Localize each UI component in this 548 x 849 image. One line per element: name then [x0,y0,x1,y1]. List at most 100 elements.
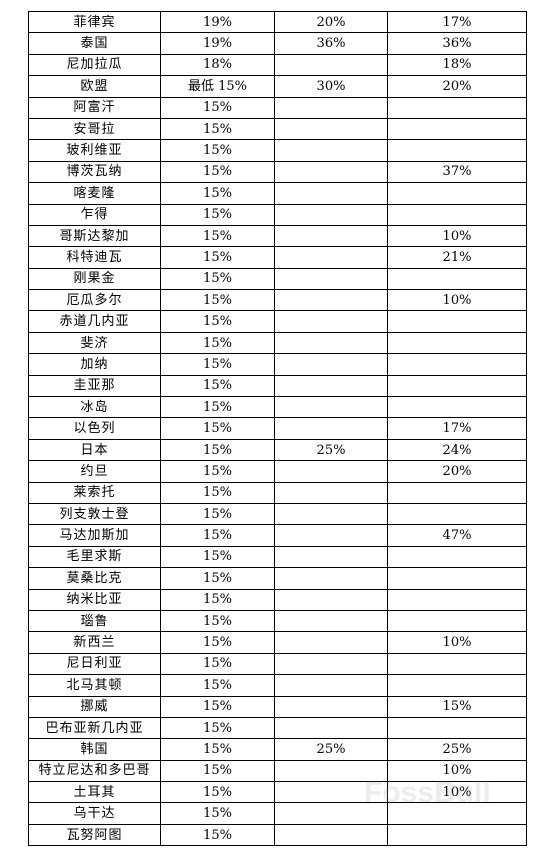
table-row: 刚果金 15% [28,267,527,291]
rate-c-cell [387,139,527,162]
country-cell: 土耳其 [28,781,161,804]
rate-c-cell: 17% [387,10,527,34]
rate-b-cell [274,674,388,697]
rate-a-cell: 15% [160,331,275,355]
rate-a-cell: 15% [160,96,275,119]
rate-b-cell: 36% [274,32,388,55]
rate-c-cell [387,117,527,141]
table-row: 新西兰 15% 10% [28,631,527,654]
country-cell: 厄瓜多尔 [28,289,161,312]
country-cell: 北马其顿 [28,674,161,697]
rate-b-cell [274,224,388,248]
country-cell: 科特迪瓦 [28,246,161,269]
rate-c-cell [387,609,527,633]
table-row: 欧盟 最低 15% 30% 20% [28,75,527,98]
table-row: 北马其顿 15% [28,674,527,697]
rate-a-cell: 15% [160,160,275,184]
rate-b-cell [274,781,388,804]
table-row: 哥斯达黎加 15% 10% [28,224,527,248]
rate-a-cell: 15% [160,353,275,376]
rate-b-cell [274,53,388,77]
table-row: 乍得 15% [28,203,527,226]
table-row: 约旦 15% 20% [28,460,527,483]
rate-c-cell: 47% [387,524,527,547]
country-cell: 瓦努阿图 [28,823,161,847]
rate-a-cell: 19% [160,10,275,34]
rate-c-cell: 17% [387,417,527,440]
table-row: 莱索托 15% [28,481,527,504]
rate-c-cell [387,396,527,419]
rate-b-cell [274,652,388,676]
table-row: 挪威 15% 15% [28,695,527,718]
country-cell: 阿富汗 [28,96,161,119]
rate-a-cell: 15% [160,139,275,162]
table-row: 马达加斯加 15% 47% [28,524,527,547]
rate-a-cell: 15% [160,182,275,205]
rate-c-cell [387,802,527,825]
table-row: 博茨瓦纳 15% 37% [28,160,527,184]
table-row: 玻利维亚 15% [28,139,527,162]
country-cell: 马达加斯加 [28,524,161,547]
rate-a-cell: 最低 15% [160,75,275,98]
rate-b-cell [274,96,388,119]
table-row: 毛里求斯 15% [28,545,527,569]
country-cell: 毛里求斯 [28,545,161,569]
rate-a-cell: 15% [160,502,275,526]
rate-a-cell: 15% [160,417,275,440]
rate-c-cell [387,374,527,398]
country-cell: 赤道几内亚 [28,310,161,333]
country-cell: 博茨瓦纳 [28,160,161,184]
rate-b-cell [274,182,388,205]
rate-b-cell [274,802,388,825]
table-row: 韩国 15% 25% 25% [28,738,527,761]
tariff-table: 菲律宾 19% 20% 17% 泰国 19% 36% 36% 尼加拉瓜 18% 18% 欧盟 最低 15… [28,10,527,847]
rate-c-cell: 10% [387,759,527,783]
rate-b-cell [274,823,388,847]
rate-a-cell: 15% [160,545,275,569]
rate-c-cell [387,567,527,590]
rate-c-cell [387,823,527,847]
rate-c-cell: 24% [387,438,527,462]
country-cell: 加纳 [28,353,161,376]
rate-a-cell: 15% [160,759,275,783]
rate-b-cell [274,524,388,547]
country-cell: 韩国 [28,738,161,761]
rate-b-cell [274,609,388,633]
country-cell: 圭亚那 [28,374,161,398]
rate-c-cell: 10% [387,781,527,804]
table-row: 菲律宾 19% 20% 17% [28,10,527,34]
rate-a-cell: 15% [160,781,275,804]
rate-c-cell [387,203,527,226]
rate-a-cell: 15% [160,289,275,312]
rate-a-cell: 15% [160,396,275,419]
rate-c-cell: 20% [387,460,527,483]
rate-a-cell: 15% [160,695,275,718]
table-row: 斐济 15% [28,331,527,355]
table-row: 科特迪瓦 15% 21% [28,246,527,269]
table-row: 日本 15% 25% 24% [28,438,527,462]
country-cell: 瑙鲁 [28,609,161,633]
rate-b-cell [274,567,388,590]
country-cell: 菲律宾 [28,10,161,34]
rate-c-cell [387,182,527,205]
country-cell: 尼加拉瓜 [28,53,161,77]
rate-a-cell: 15% [160,588,275,611]
country-cell: 玻利维亚 [28,139,161,162]
country-cell: 乍得 [28,203,161,226]
rate-a-cell: 15% [160,609,275,633]
table-row: 泰国 19% 36% 36% [28,32,527,55]
country-cell: 莫桑比克 [28,567,161,590]
rate-b-cell: 25% [274,738,388,761]
rate-a-cell: 15% [160,631,275,654]
country-cell: 哥斯达黎加 [28,224,161,248]
country-cell: 泰国 [28,32,161,55]
rate-b-cell [274,695,388,718]
country-cell: 日本 [28,438,161,462]
country-cell: 安哥拉 [28,117,161,141]
rate-c-cell [387,353,527,376]
rate-a-cell: 15% [160,117,275,141]
rate-a-cell: 15% [160,567,275,590]
rate-a-cell: 15% [160,524,275,547]
rate-a-cell: 15% [160,203,275,226]
rate-c-cell [387,310,527,333]
